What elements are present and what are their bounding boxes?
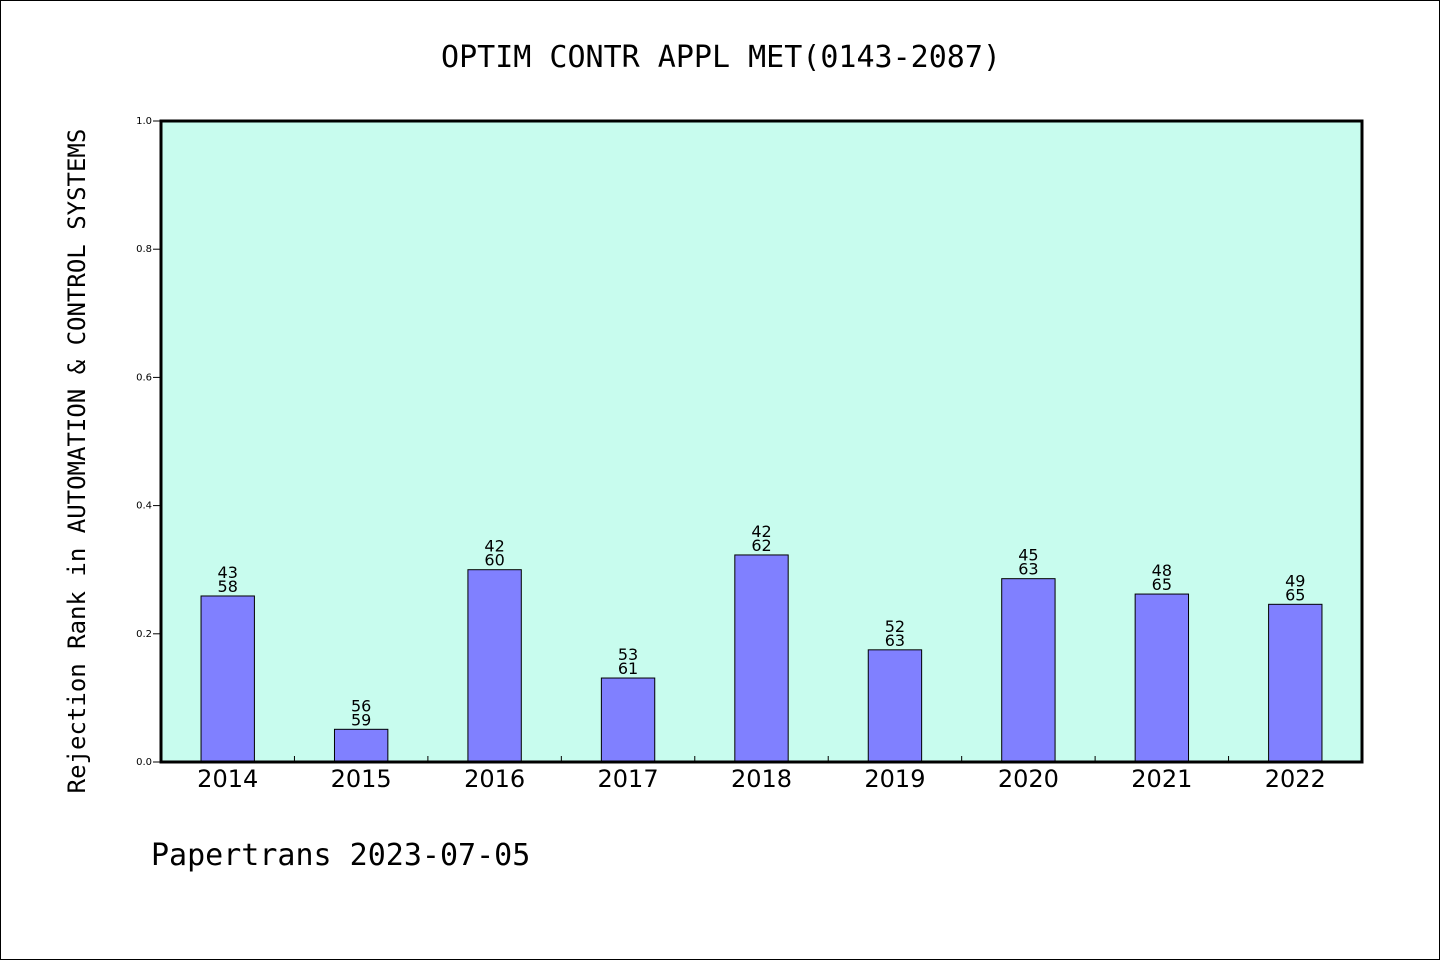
y-axis-ticks: 0.0 0.2 0.4 0.6 0.8 1.0 — [136, 116, 161, 768]
bar-2017 — [600, 677, 656, 763]
chart-title: OPTIM CONTR APPL MET(0143-2087) — [441, 40, 1001, 75]
bars — [200, 554, 1323, 763]
y-tick-label: 0.2 — [136, 629, 152, 640]
bar-label-bottom-2020: 63 — [1018, 560, 1038, 579]
y-tick-label: 1.0 — [136, 116, 152, 127]
bar-2019 — [867, 649, 923, 763]
x-tick-label-2020: 2020 — [998, 765, 1059, 793]
x-tick-label-2017: 2017 — [598, 765, 659, 793]
bar-2014 — [200, 595, 255, 763]
bar-2018 — [734, 554, 789, 763]
footer-text: Papertrans 2023-07-05 — [151, 838, 530, 873]
bar-label-top-2018: 42 — [751, 522, 771, 541]
bar-label-top-2020: 45 — [1018, 546, 1038, 565]
bar-2015 — [333, 728, 389, 763]
bar-label-top-2021: 48 — [1152, 561, 1172, 580]
bar-label-bottom-2018: 62 — [751, 536, 771, 555]
bar-2016 — [467, 569, 522, 763]
bar-label-top-2022: 49 — [1285, 571, 1305, 590]
bar-2021 — [1134, 593, 1190, 763]
bar-2020 — [1001, 578, 1056, 763]
x-tick-label-2021: 2021 — [1131, 765, 1192, 793]
bar-label-bottom-2017: 61 — [618, 659, 638, 678]
plot-border — [159, 119, 1364, 764]
y-tick-label: 0.6 — [136, 372, 152, 383]
y-axis-label: Rejection Rank in AUTOMATION & CONTROL S… — [63, 129, 91, 794]
x-tick-label-2019: 2019 — [864, 765, 925, 793]
bar-label-bottom-2015: 59 — [351, 710, 371, 729]
bar-label-bottom-2022: 65 — [1285, 585, 1305, 604]
x-tick-label-2015: 2015 — [331, 765, 392, 793]
bar-label-top-2015: 56 — [351, 696, 371, 715]
y-tick-label: 0.4 — [136, 501, 152, 512]
bar-label-top-2016: 42 — [484, 537, 504, 556]
bar-label-top-2019: 52 — [885, 617, 905, 636]
bar-label-bottom-2021: 65 — [1152, 575, 1172, 594]
bar-label-top-2014: 43 — [218, 563, 238, 582]
bar-2022 — [1268, 603, 1323, 763]
x-tick-label-2018: 2018 — [731, 765, 792, 793]
x-tick-label-2016: 2016 — [464, 765, 525, 793]
y-tick-label: 0.8 — [136, 244, 152, 255]
bar-label-bottom-2016: 60 — [484, 551, 504, 570]
x-tick-label-2022: 2022 — [1265, 765, 1326, 793]
bar-label-bottom-2019: 63 — [885, 631, 905, 650]
bar-label-bottom-2014: 58 — [218, 577, 238, 596]
x-axis-labels: 2014 2015 2016 2017 2018 2019 2020 2021 2022 — [197, 765, 1326, 793]
bar-label-top-2017: 53 — [618, 645, 638, 664]
x-tick-label-2014: 2014 — [197, 765, 258, 793]
y-tick-label: 0.0 — [136, 757, 152, 768]
